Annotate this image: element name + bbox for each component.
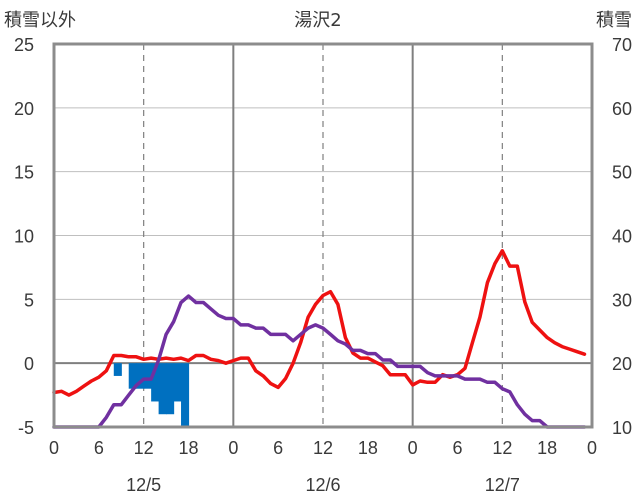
x-hour-tick-label: 0 [408, 438, 418, 458]
x-hour-tick-label: 18 [537, 438, 557, 458]
grid-layer [54, 44, 592, 427]
x-hour-tick-label: 12 [313, 438, 333, 458]
left-axis-label: 積雪以外 [4, 10, 76, 31]
right-tick-label: 50 [612, 163, 632, 183]
x-hour-tick-label: 18 [178, 438, 198, 458]
left-tick-label: 10 [14, 227, 34, 247]
bar [151, 363, 160, 402]
x-hour-tick-label: 0 [587, 438, 597, 458]
series-line-red [52, 249, 587, 397]
left-tick-label: 0 [24, 354, 34, 374]
x-hour-tick-label: 0 [49, 438, 59, 458]
left-tick-label: 15 [14, 163, 34, 183]
chart-title: 湯沢2 [294, 10, 341, 31]
left-tick-label: -5 [18, 418, 34, 438]
plot-frame [52, 42, 594, 429]
x-hour-tick-label: 12 [134, 438, 154, 458]
bar [158, 363, 167, 415]
bar [113, 363, 122, 376]
bar-layer [113, 363, 190, 427]
x-hour-tick-label: 0 [228, 438, 238, 458]
bar [181, 363, 190, 427]
bar [173, 363, 182, 402]
right-tick-label: 10 [612, 418, 632, 438]
x-day-label: 12/5 [126, 475, 161, 495]
bar [128, 363, 137, 389]
right-tick-label: 30 [612, 290, 632, 310]
right-tick-label: 60 [612, 99, 632, 119]
left-tick-label: 20 [14, 99, 34, 119]
x-day-label: 12/6 [305, 475, 340, 495]
x-hour-tick-label: 6 [94, 438, 104, 458]
x-hour-tick-label: 12 [492, 438, 512, 458]
x-hour-tick-label: 6 [452, 438, 462, 458]
right-tick-label: 70 [612, 35, 632, 55]
bar [166, 363, 175, 415]
line-layer [52, 249, 587, 429]
right-axis-label: 積雪 [596, 10, 632, 31]
left-tick-label: 25 [14, 35, 34, 55]
x-hour-tick-label: 18 [358, 438, 378, 458]
right-tick-label: 20 [612, 354, 632, 374]
right-tick-label: 40 [612, 227, 632, 247]
x-day-label: 12/7 [485, 475, 520, 495]
left-tick-label: 5 [24, 290, 34, 310]
x-hour-tick-label: 6 [273, 438, 283, 458]
bar [143, 363, 152, 389]
bar [136, 363, 145, 389]
series-line-purple [52, 294, 587, 429]
